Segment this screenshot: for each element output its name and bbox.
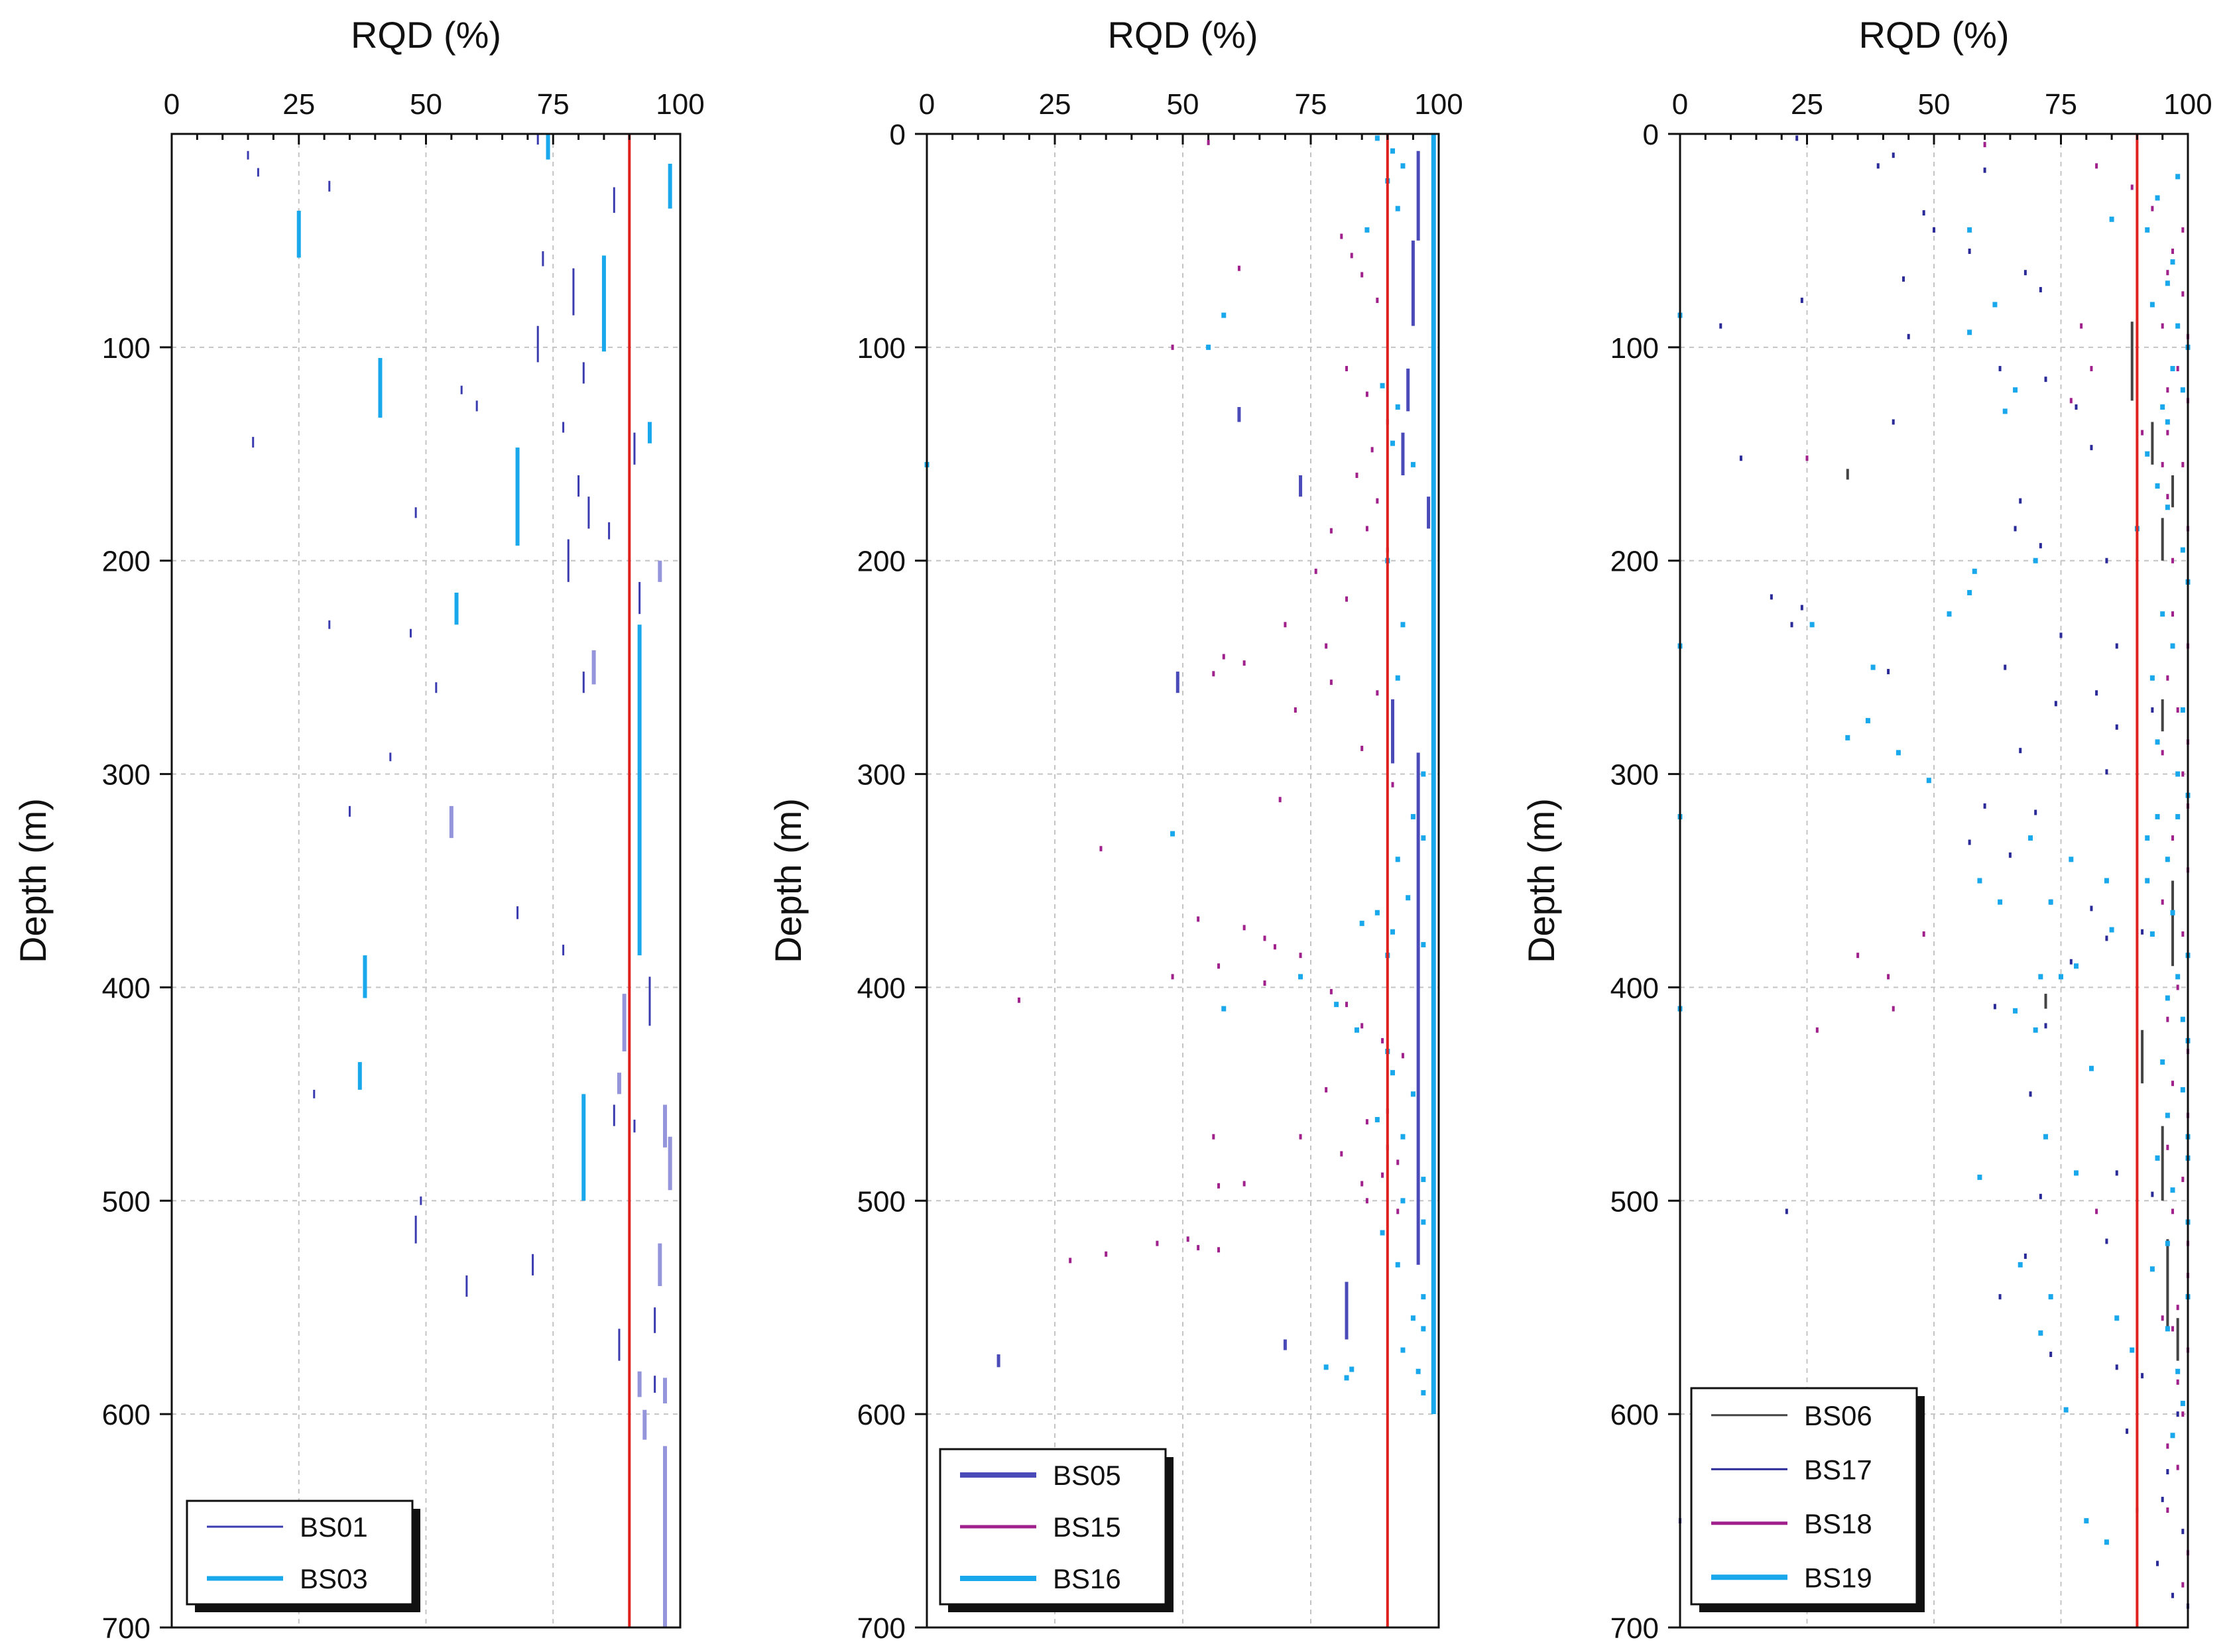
x-tick-label: 100 — [2163, 88, 2212, 121]
y-tick-label: 600 — [1610, 1399, 1659, 1431]
x-axis-title: RQD (%) — [1107, 14, 1258, 56]
y-axis-title: Depth (m) — [1520, 798, 1562, 963]
legend-label: BS18 — [1804, 1508, 1872, 1539]
y-tick-label: 400 — [857, 972, 906, 1004]
x-tick-label: 100 — [656, 88, 704, 121]
y-axis-title: Depth (m) — [767, 798, 809, 963]
legend-box — [1690, 1387, 1918, 1606]
chart-panel-3: 0 25 50 75 100 0 100 200 300 400 500 600 700 RQD (%) D… — [1520, 14, 2212, 1645]
legend-label: BS03 — [300, 1563, 368, 1594]
y-tick-label: 500 — [857, 1185, 906, 1218]
legend-label: BS06 — [1804, 1400, 1872, 1431]
y-tick-label: 600 — [102, 1399, 151, 1431]
legend: BS06 BS17 BS18 BS19 — [1690, 1387, 1925, 1612]
series-bs01 — [247, 134, 656, 1393]
y-axis-title: Depth (m) — [12, 798, 54, 963]
y-tick-label: 700 — [1610, 1612, 1659, 1645]
y-tick-label: 100 — [102, 332, 151, 365]
x-tick-label: 50 — [1918, 88, 1951, 121]
x-tick-label: 75 — [2045, 88, 2077, 121]
chart-panel-2: 0 25 50 75 100 0 100 200 300 400 500 600 700 RQD (%) D… — [767, 14, 1463, 1645]
y-tick-label: 400 — [1610, 972, 1659, 1004]
legend-label: BS19 — [1804, 1562, 1872, 1593]
legend: BS05 BS15 BS16 — [939, 1448, 1174, 1612]
y-tick-label: 200 — [857, 546, 906, 578]
legend-box — [186, 1500, 414, 1606]
x-tick-label: 75 — [537, 88, 570, 121]
y-tick-label: 300 — [857, 759, 906, 792]
y-tick-label: 400 — [102, 972, 151, 1004]
y-tick-label: 0 — [890, 119, 906, 151]
x-axis-title: RQD (%) — [1858, 14, 2009, 56]
series-bs01-light- — [449, 560, 672, 1627]
legend-label: BS15 — [1053, 1511, 1121, 1543]
legend-label: BS16 — [1053, 1563, 1121, 1594]
x-tick-label: 0 — [164, 88, 180, 121]
legend-label: BS17 — [1804, 1454, 1872, 1485]
y-tick-label: 500 — [102, 1185, 151, 1218]
y-tick-label: 200 — [102, 546, 151, 578]
series-bs05 — [996, 150, 1431, 1368]
legend-label: BS01 — [300, 1511, 368, 1543]
x-tick-label: 25 — [282, 88, 315, 121]
series-bs17 — [1679, 135, 2189, 1609]
y-tick-label: 300 — [1610, 759, 1659, 792]
x-tick-label: 50 — [1167, 88, 1199, 121]
x-tick-label: 75 — [1295, 88, 1327, 121]
y-tick-label: 100 — [857, 332, 906, 365]
y-tick-label: 700 — [857, 1612, 906, 1645]
series-bs15 — [1017, 139, 1404, 1264]
series-bs06 — [1846, 322, 2179, 1361]
y-tick-label: 100 — [1610, 332, 1659, 365]
x-axis-title: RQD (%) — [351, 14, 501, 56]
y-tick-label: 600 — [857, 1399, 906, 1431]
y-tick-label: 300 — [102, 759, 151, 792]
x-tick-label: 50 — [410, 88, 442, 121]
x-tick-label: 0 — [1672, 88, 1688, 121]
x-tick-label: 100 — [1414, 88, 1463, 121]
y-tick-label: 0 — [1643, 119, 1659, 151]
x-tick-label: 25 — [1039, 88, 1071, 121]
y-tick-label: 700 — [102, 1612, 151, 1645]
legend: BS01 BS03 — [186, 1500, 420, 1612]
series-bs03 — [296, 134, 672, 1201]
x-tick-label: 25 — [1791, 88, 1823, 121]
y-tick-label: 200 — [1610, 546, 1659, 578]
y-tick-label: 500 — [1610, 1185, 1659, 1218]
chart-panel-1: 0 25 50 75 100 100 200 300 400 500 600 700 RQD (%) De… — [12, 14, 705, 1645]
legend-label: BS05 — [1053, 1460, 1121, 1491]
x-tick-label: 0 — [919, 88, 935, 121]
